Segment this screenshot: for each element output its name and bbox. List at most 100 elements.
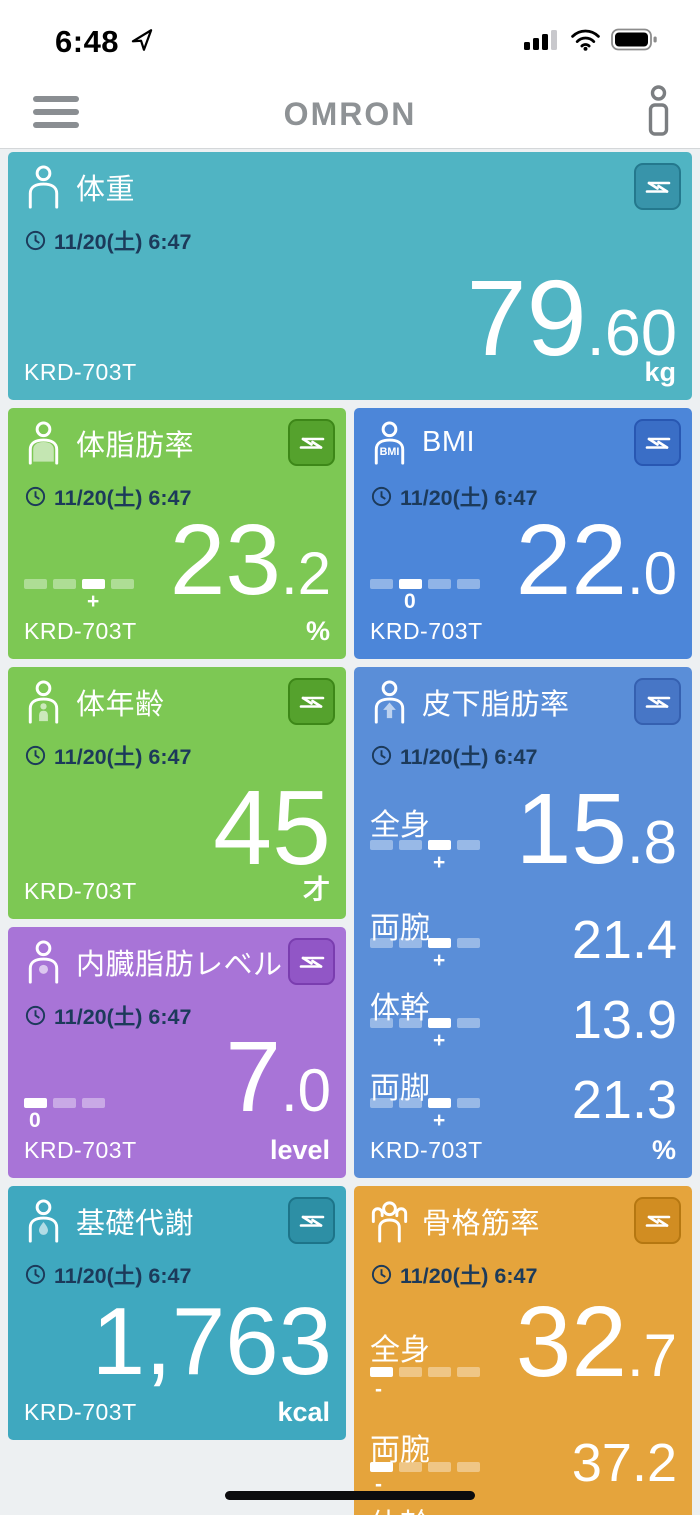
subcutaneous-trunk-value: 13.9 xyxy=(571,990,677,1050)
body-fat-person-icon xyxy=(20,419,67,466)
segment-label: 全身 xyxy=(370,809,430,842)
clock-icon xyxy=(25,486,46,507)
indicator-marker: + xyxy=(87,590,100,613)
tile-basal-metabolism[interactable]: 基礎代謝 11/20(土) 6:47 1,763 KRD-703T kcal xyxy=(8,1186,346,1440)
level-indicator: + xyxy=(370,938,480,974)
tile-title: 体重 xyxy=(76,173,136,206)
indicator-marker: - xyxy=(375,1378,382,1401)
level-indicator: 0 xyxy=(24,1098,105,1134)
app-header: 6:48 OMRON xyxy=(0,0,700,149)
body-age-value: 45 xyxy=(213,769,331,887)
sync-button[interactable] xyxy=(634,163,681,210)
basal-metabolism-value: 1,763 xyxy=(91,1288,332,1395)
body-fat-value: 23.2 xyxy=(169,504,331,616)
visceral-fat-person-icon xyxy=(20,938,67,985)
svg-text:BMI: BMI xyxy=(380,446,400,458)
transfer-icon xyxy=(299,437,324,449)
tile-subcutaneous-fat[interactable]: 皮下脂肪率 11/20(土) 6:47 全身 + 15.8 両腕 + 21.4 … xyxy=(354,667,692,1178)
level-indicator: + xyxy=(370,840,480,876)
indicator-marker: 0 xyxy=(404,590,416,613)
measurement-datetime: 11/20(土) 6:47 xyxy=(400,486,538,510)
basal-metabolism-person-icon xyxy=(20,1197,67,1244)
home-indicator[interactable] xyxy=(225,1491,475,1500)
measurement-datetime: 11/20(土) 6:47 xyxy=(54,1005,192,1029)
signal-strength-icon xyxy=(524,28,560,56)
clock-icon xyxy=(25,745,46,766)
device-model: KRD-703T xyxy=(24,618,137,644)
sync-button[interactable] xyxy=(288,1197,335,1244)
weight-person-icon xyxy=(20,163,67,210)
segment-label: 全身 xyxy=(370,1334,430,1367)
device-model: KRD-703T xyxy=(370,618,483,644)
skeletal-arms-value: 37.2 xyxy=(571,1433,677,1493)
clock-icon xyxy=(25,230,46,251)
subcutaneous-arms-value: 21.4 xyxy=(571,910,677,970)
device-model: KRD-703T xyxy=(370,1137,483,1163)
body-age-person-icon xyxy=(20,678,67,725)
wifi-icon xyxy=(570,28,601,56)
transfer-icon xyxy=(645,181,670,193)
indicator-marker: 0 xyxy=(29,1109,41,1132)
segment-label: 体幹 xyxy=(370,992,430,1025)
measurement-datetime: 11/20(土) 6:47 xyxy=(54,745,192,769)
tile-body-fat[interactable]: 体脂肪率 11/20(土) 6:47 23.2 + KRD-703T % xyxy=(8,408,346,659)
bmi-value: 22.0 xyxy=(515,504,677,616)
level-indicator: - xyxy=(370,1367,480,1403)
location-arrow-icon xyxy=(129,27,155,58)
tile-title: 皮下脂肪率 xyxy=(422,688,570,721)
subcutaneous-legs-value: 21.3 xyxy=(571,1070,677,1130)
level-indicator: 0 xyxy=(370,579,480,615)
device-model: KRD-703T xyxy=(24,878,137,904)
segment-label: 体幹 xyxy=(370,1500,430,1515)
tile-title: 体脂肪率 xyxy=(76,429,195,462)
segment-label: 両腕 xyxy=(370,1434,430,1467)
device-model: KRD-703T xyxy=(24,1137,137,1163)
subcutaneous-whole-body-value: 15.8 xyxy=(515,773,677,885)
level-indicator: + xyxy=(370,1018,480,1054)
tile-title: 骨格筋率 xyxy=(422,1207,541,1240)
measurement-datetime: 11/20(土) 6:47 xyxy=(400,1264,538,1288)
transfer-icon xyxy=(645,437,670,449)
tile-body-age[interactable]: 体年齢 11/20(土) 6:47 45 KRD-703T 才 xyxy=(8,667,346,919)
sync-button[interactable] xyxy=(634,419,681,466)
bmi-person-icon: BMI xyxy=(366,419,413,466)
tile-visceral-fat[interactable]: 内臓脂肪レベル 11/20(土) 6:47 7.0 0 KRD-703T lev… xyxy=(8,927,346,1178)
indicator-marker: + xyxy=(433,1029,446,1052)
clock-icon xyxy=(25,1005,46,1026)
tile-title: 体年齢 xyxy=(76,688,165,721)
transfer-icon xyxy=(299,956,324,968)
skeletal-muscle-person-icon xyxy=(366,1197,413,1244)
tile-skeletal-muscle[interactable]: 骨格筋率 11/20(土) 6:47 全身 - 32.7 両腕 - 37.2 体… xyxy=(354,1186,692,1515)
visceral-fat-value: 7.0 xyxy=(225,1021,331,1133)
measurement-datetime: 11/20(土) 6:47 xyxy=(54,230,192,254)
unit-label: kcal xyxy=(277,1397,330,1427)
sync-button[interactable] xyxy=(288,938,335,985)
sync-button[interactable] xyxy=(634,1197,681,1244)
indicator-marker: + xyxy=(433,949,446,972)
sync-button[interactable] xyxy=(634,678,681,725)
indicator-marker: + xyxy=(433,1109,446,1132)
unit-label: % xyxy=(305,616,330,646)
weight-value: 79.60 xyxy=(466,257,678,378)
unit-label: % xyxy=(651,1135,676,1165)
level-indicator: + xyxy=(370,1098,480,1134)
transfer-icon xyxy=(299,1215,324,1227)
indicator-marker: + xyxy=(433,851,446,874)
clock-icon xyxy=(371,745,392,766)
transfer-icon xyxy=(645,696,670,708)
sync-button[interactable] xyxy=(288,678,335,725)
omron-logo: OMRON xyxy=(283,96,417,132)
clock-icon xyxy=(25,1264,46,1285)
subcutaneous-fat-person-icon xyxy=(366,678,413,725)
device-icon[interactable] xyxy=(645,85,672,142)
measurement-datetime: 11/20(土) 6:47 xyxy=(54,486,192,510)
sync-button[interactable] xyxy=(288,419,335,466)
unit-label: 才 xyxy=(303,875,330,905)
battery-icon xyxy=(611,28,658,56)
menu-button[interactable] xyxy=(33,96,79,135)
tile-bmi[interactable]: BMI BMI 11/20(土) 6:47 22.0 0 KRD-703T xyxy=(354,408,692,659)
tile-weight[interactable]: 体重 11/20(土) 6:47 79.60 KRD-703T kg xyxy=(8,152,692,400)
clock-icon xyxy=(371,486,392,507)
status-time: 6:48 xyxy=(55,24,120,59)
tile-title: 基礎代謝 xyxy=(76,1207,195,1240)
